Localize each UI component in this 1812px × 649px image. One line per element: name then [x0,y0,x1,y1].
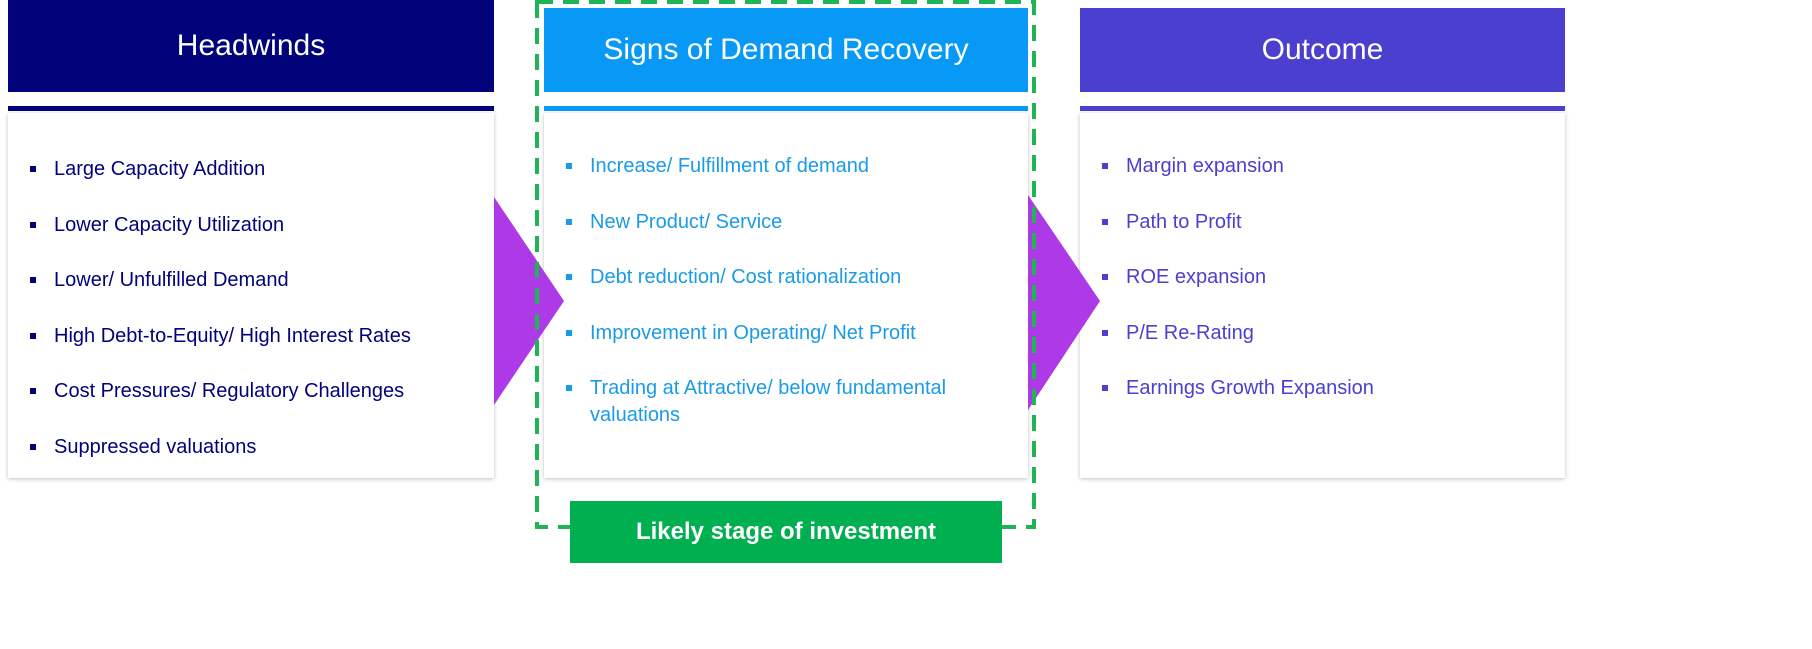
list-item: New Product/ Service [566,209,1010,236]
column-header: Signs of Demand Recovery [544,8,1028,92]
stage-label: Likely stage of investment [570,501,1002,563]
list-item: High Debt-to-Equity/ High Interest Rates [30,323,474,350]
stage-outline [535,0,1036,529]
arrow [1028,195,1100,410]
list-item: Trading at Attractive/ below fundamental… [566,375,1010,429]
column-body: Increase/ Fulfillment of demand New Produ… [544,113,1028,478]
list-item: Earnings Growth Expansion [1102,375,1546,402]
item-list: Increase/ Fulfillment of demand New Produ… [566,153,1010,458]
column-body: Margin expansion Path to Profit ROE expans… [1080,113,1565,478]
list-item: Path to Profit [1102,209,1546,236]
list-item: Cost Pressures/ Regulatory Challenges [30,378,474,405]
list-item: Large Capacity Addition [30,156,474,183]
list-item: Increase/ Fulfillment of demand [566,153,1010,180]
header-rule [544,106,1028,111]
list-item: Lower Capacity Utilization [30,212,474,239]
list-item: Debt reduction/ Cost rationalization [566,264,1010,291]
list-item: Improvement in Operating/ Net Profit [566,320,1010,347]
list-item: Lower/ Unfulfilled Demand [30,267,474,294]
arrow [494,197,564,405]
list-item: Margin expansion [1102,153,1546,180]
column-header: Outcome [1080,8,1565,92]
item-list: Margin expansion Path to Profit ROE expans… [1102,153,1546,431]
column-body: Large Capacity Addition Lower Capacity Ut… [8,113,494,478]
item-list: Large Capacity Addition Lower Capacity Ut… [30,156,474,489]
list-item: ROE expansion [1102,264,1546,291]
column-header: Headwinds [8,0,494,92]
list-item: Suppressed valuations [30,434,474,461]
header-rule [1080,106,1565,111]
header-rule [8,106,494,111]
list-item: P/E Re-Rating [1102,320,1546,347]
